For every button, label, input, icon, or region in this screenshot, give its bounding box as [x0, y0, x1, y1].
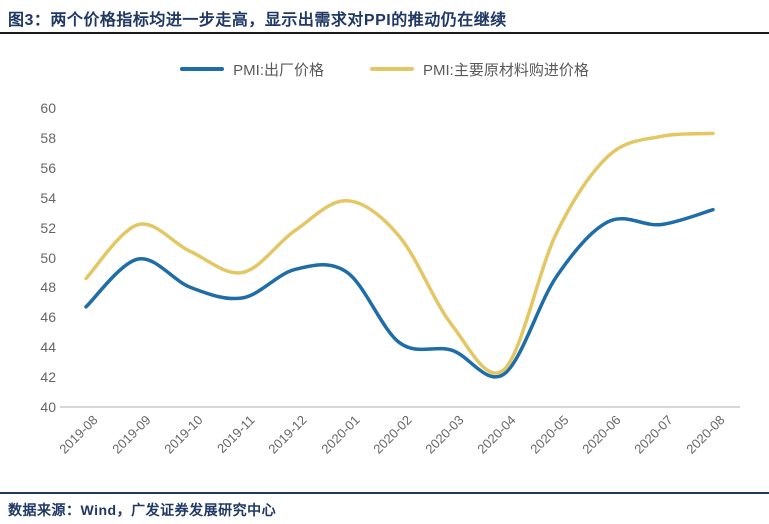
y-tick-label: 42	[40, 369, 56, 386]
legend-label: PMI:出厂价格	[233, 61, 324, 79]
title-divider	[0, 32, 769, 34]
y-tick-label: 54	[40, 189, 56, 206]
y-tick-label: 58	[40, 129, 56, 146]
legend-swatch-icon	[370, 67, 414, 71]
y-tick-label: 52	[40, 219, 56, 236]
series-line-1	[84, 131, 715, 375]
x-tick-label: 2020-05	[526, 412, 572, 457]
x-tick-label: 2020-02	[370, 412, 415, 457]
y-tick-label: 50	[40, 249, 56, 266]
x-tick-label: 2020-04	[474, 412, 519, 457]
series-line-0	[84, 207, 715, 379]
x-tick-label: 2020-01	[317, 412, 363, 457]
y-tick-label: 44	[40, 339, 56, 356]
x-tick-label: 2019-08	[56, 412, 101, 457]
y-tick-label: 46	[40, 309, 56, 326]
legend-item-1: PMI:主要原材料购进价格	[370, 59, 589, 80]
y-tick-label: 48	[40, 279, 56, 296]
legend-swatch-icon	[180, 67, 225, 71]
data-source: 数据来源：Wind，广发证券发展研究中心	[8, 502, 277, 518]
x-tick-label: 2019-09	[108, 412, 154, 457]
x-tick-label: 2019-11	[213, 412, 258, 456]
x-tick-label: 2020-03	[422, 412, 467, 457]
x-tick-label: 2019-12	[265, 412, 310, 457]
chart-legend: PMI:出厂价格 PMI:主要原材料购进价格	[0, 58, 769, 80]
legend-label: PMI:主要原材料购进价格	[423, 61, 589, 79]
y-tick-label: 56	[40, 159, 56, 176]
x-tick-label: 2020-07	[631, 412, 676, 457]
x-tick-label: 2020-06	[579, 412, 624, 457]
legend-item-0: PMI:出厂价格	[180, 59, 324, 80]
figure-title: 图3：两个价格指标均进一步走高，显示出需求对PPI的推动仍在继续	[8, 12, 507, 29]
y-tick-label: 60	[40, 100, 56, 116]
footer-divider	[0, 492, 769, 494]
x-tick-label: 2020-08	[683, 412, 728, 457]
x-tick-label: 2019-10	[161, 412, 206, 457]
y-tick-label: 40	[40, 399, 56, 415]
